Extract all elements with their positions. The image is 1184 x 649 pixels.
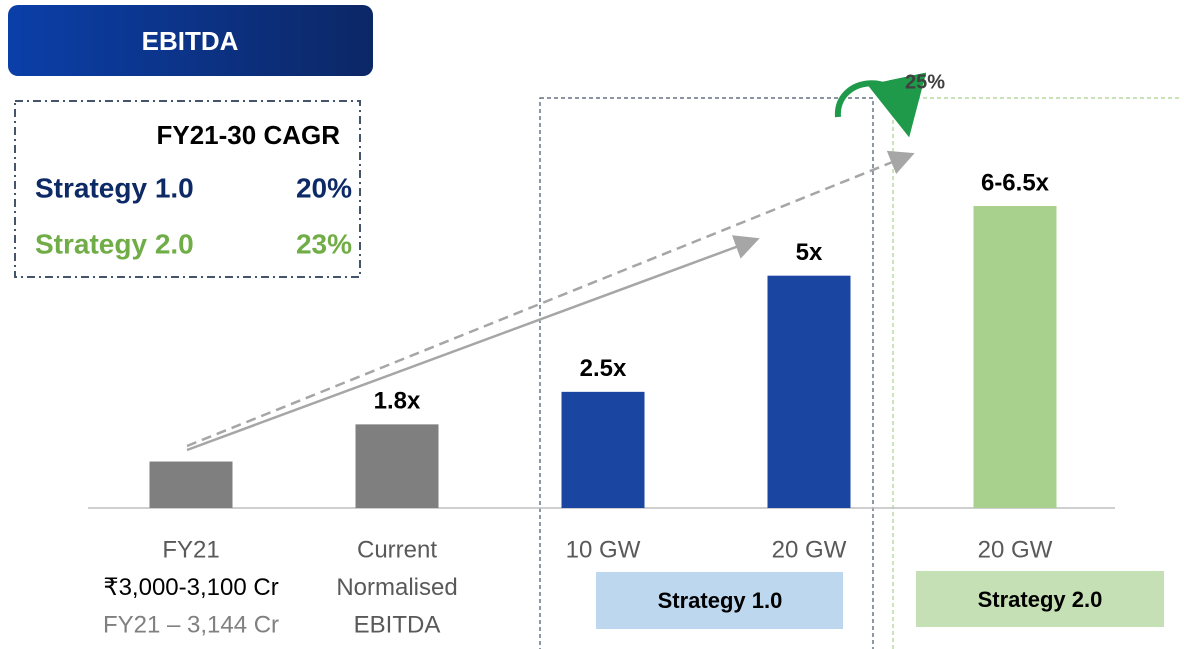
group-box [916, 571, 1164, 627]
group-box [596, 572, 843, 629]
category-label: Normalised [336, 574, 457, 601]
annotation: 25% [905, 71, 945, 93]
legend-value: 23% [296, 228, 352, 259]
value-label: 5x [796, 239, 823, 266]
category-label: 20 GW [772, 536, 847, 563]
value-label: 2.5x [580, 355, 627, 382]
bar [767, 275, 851, 508]
category-label: 20 GW [978, 536, 1053, 563]
group-label: Strategy 2.0 [978, 587, 1103, 612]
category-label: FY21 – 3,144 Cr [103, 611, 279, 638]
strategy2-frame [892, 97, 1180, 649]
bar [561, 391, 645, 508]
bar [973, 206, 1057, 508]
category-label: FY21 [162, 536, 219, 563]
legend-value: 20% [296, 172, 352, 203]
legend-title: FY21-30 CAGR [157, 120, 341, 150]
bar [149, 461, 233, 508]
growth-arrow [834, 72, 927, 138]
trend-arrow [186, 235, 760, 452]
value-label: 1.8x [374, 388, 421, 415]
category-label: Current [357, 536, 437, 563]
category-label: ₹3,000-3,100 Cr [103, 574, 278, 601]
legend-name: Strategy 1.0 [35, 172, 194, 203]
header-title: EBITDA [142, 26, 239, 56]
bar [355, 424, 439, 508]
category-label: EBITDA [354, 611, 441, 638]
legend-name: Strategy 2.0 [35, 228, 194, 259]
header-box [8, 5, 373, 76]
strategy1-frame [539, 97, 874, 649]
group-label: Strategy 1.0 [658, 588, 783, 613]
trend-arrow-dashed [186, 150, 915, 448]
legend-box [14, 100, 361, 278]
value-label: 6-6.5x [981, 169, 1050, 196]
category-label: 10 GW [566, 536, 641, 563]
